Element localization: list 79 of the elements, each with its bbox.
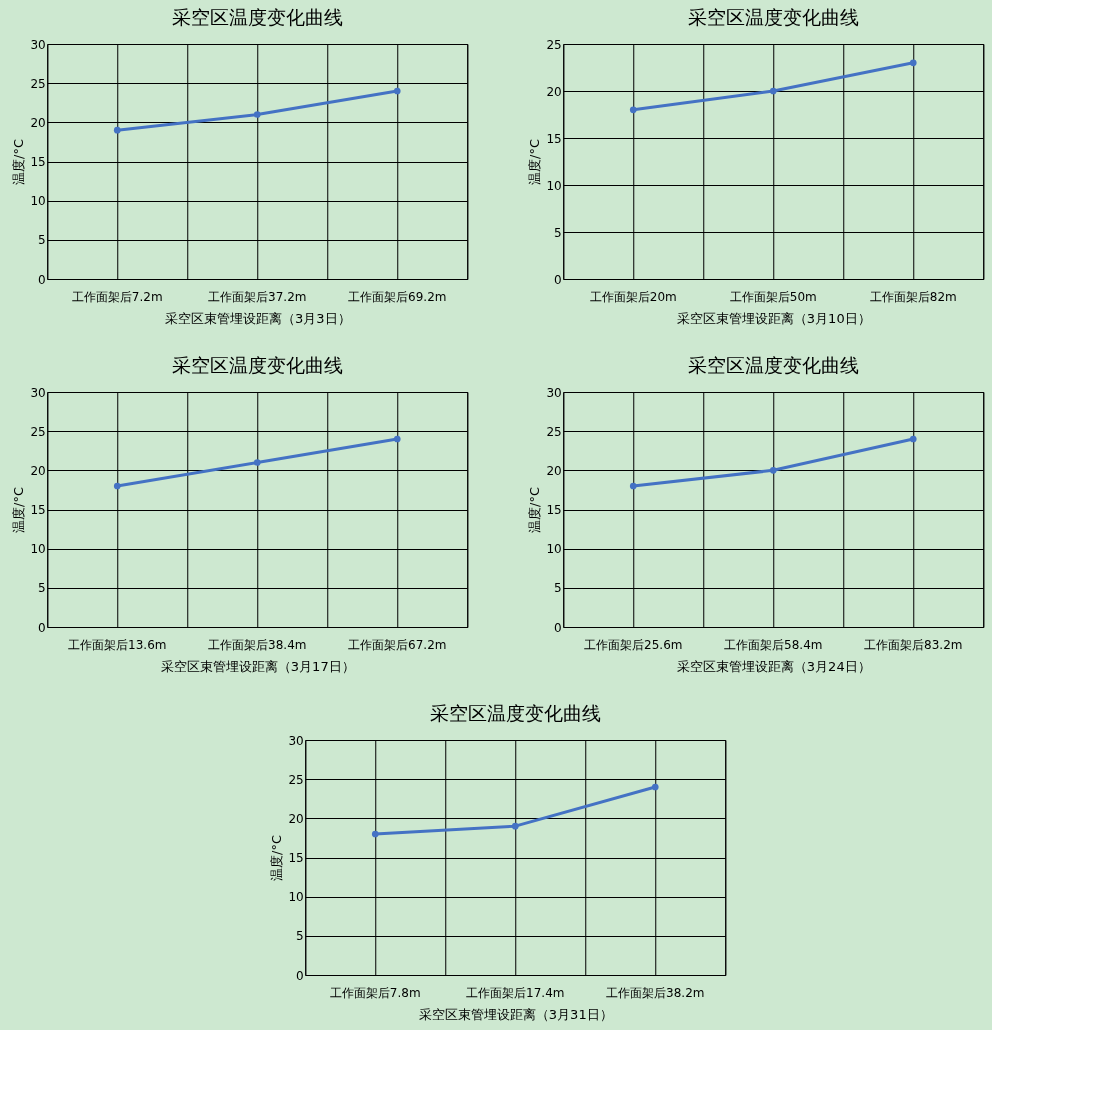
x-tick-label: 工作面架后82m: [869, 289, 957, 304]
point: [253, 459, 261, 466]
x-tick-label: 工作面架后20m: [589, 289, 677, 304]
x-axis-title: 采空区束管埋设距离（3月3日）: [164, 310, 351, 326]
x-tick-label: 工作面架后7.8m: [329, 985, 421, 1000]
x-tick-label: 工作面架后17.4m: [466, 985, 565, 1000]
y-tick-label: 30: [546, 385, 562, 400]
x-tick-label: 工作面架后13.6m: [68, 637, 167, 652]
y-tick-label: 0: [296, 968, 304, 983]
y-tick-label: 20: [546, 84, 562, 99]
y-tick-label: 10: [546, 178, 562, 193]
chart-title: 采空区温度变化曲线: [687, 6, 859, 28]
point: [371, 830, 379, 838]
y-tick-label: 15: [546, 503, 562, 517]
x-tick-label: 工作面架后83.2m: [864, 637, 963, 652]
point: [651, 783, 659, 791]
point: [113, 482, 121, 490]
point: [511, 822, 519, 830]
y-tick-label: 15: [288, 851, 304, 865]
x-tick-label: 工作面架后67.2m: [348, 637, 447, 652]
x-tick-label: 工作面架后58.4m: [724, 637, 823, 652]
x-axis-title: 采空区束管埋设距离（3月31日）: [418, 1006, 613, 1022]
y-tick-label: 10: [546, 542, 562, 557]
y-axis-title: 温度/°C: [527, 139, 543, 185]
x-tick-label: 工作面架后25.6m: [584, 637, 683, 652]
y-tick-label: 20: [30, 463, 46, 478]
y-tick-label: 15: [30, 503, 46, 517]
chart-title: 采空区温度变化曲线: [171, 354, 343, 376]
chart-title: 采空区温度变化曲线: [687, 354, 859, 376]
point: [393, 435, 401, 443]
y-tick-label: 30: [30, 385, 46, 400]
x-tick-label: 工作面架后37.2m: [208, 289, 307, 304]
x-tick-label: 工作面架后38.4m: [208, 637, 307, 652]
y-tick-label: 15: [546, 131, 562, 146]
x-axis-title: 采空区束管埋设距离（3月10日）: [676, 310, 871, 326]
y-tick-label: 25: [30, 76, 46, 91]
y-tick-label: 10: [30, 542, 46, 557]
y-tick-label: 5: [554, 581, 562, 596]
point: [909, 435, 917, 443]
y-tick-label: 5: [38, 581, 46, 596]
y-tick-label: 25: [546, 424, 562, 439]
y-tick-label: 20: [30, 115, 46, 130]
y-axis-title: 温度/°C: [269, 835, 285, 881]
y-tick-label: 5: [296, 929, 304, 944]
point: [393, 87, 401, 95]
y-tick-label: 5: [554, 225, 562, 240]
chart-title: 采空区温度变化曲线: [429, 702, 601, 724]
point: [769, 466, 777, 474]
y-tick-label: 15: [30, 155, 46, 169]
point: [629, 106, 637, 114]
y-tick-label: 10: [288, 890, 304, 905]
x-tick-label: 工作面架后38.2m: [606, 985, 705, 1000]
y-tick-label: 25: [288, 772, 304, 787]
y-tick-label: 30: [288, 733, 304, 748]
x-tick-label: 工作面架后50m: [729, 289, 817, 304]
point: [769, 87, 777, 95]
y-tick-label: 30: [30, 37, 46, 52]
point: [629, 482, 637, 490]
y-tick-label: 10: [30, 194, 46, 209]
x-axis-title: 采空区束管埋设距离（3月24日）: [676, 658, 871, 674]
y-axis-title: 温度/°C: [527, 487, 543, 533]
y-tick-label: 0: [38, 272, 46, 287]
x-tick-label: 工作面架后69.2m: [348, 289, 447, 304]
y-tick-label: 0: [38, 620, 46, 635]
y-tick-label: 20: [288, 811, 304, 826]
y-axis-title: 温度/°C: [11, 487, 27, 533]
y-tick-label: 25: [30, 424, 46, 439]
point: [909, 59, 917, 67]
x-tick-label: 工作面架后7.2m: [71, 289, 163, 304]
y-tick-label: 25: [546, 37, 562, 52]
y-tick-label: 0: [554, 272, 562, 287]
y-tick-label: 5: [38, 233, 46, 248]
x-axis-title: 采空区束管埋设距离（3月17日）: [160, 658, 355, 674]
y-tick-label: 20: [546, 463, 562, 478]
y-tick-label: 0: [554, 620, 562, 635]
point: [113, 126, 121, 134]
point: [253, 111, 261, 118]
chart-title: 采空区温度变化曲线: [171, 6, 343, 28]
y-axis-title: 温度/°C: [11, 139, 27, 185]
